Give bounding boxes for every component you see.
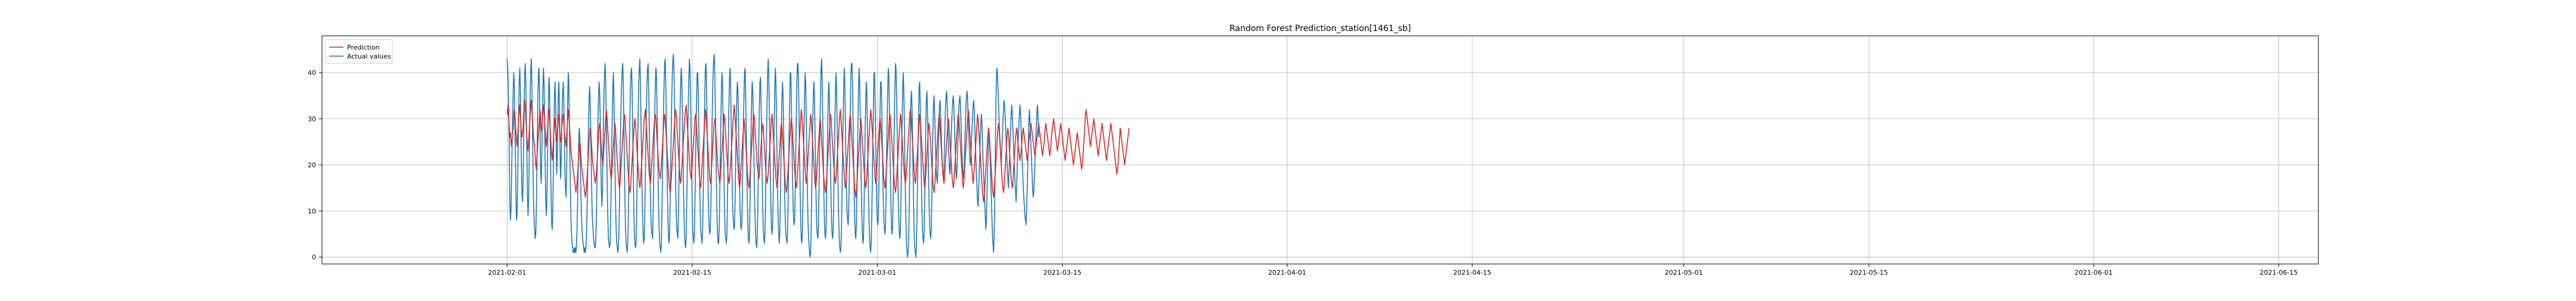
y-tick-label: 0 — [312, 253, 316, 261]
axes: 2021-02-01 2021-02-15 2021-03-01 2021-03-15… — [308, 69, 2298, 277]
legend-label: Actual values — [347, 53, 391, 60]
x-tick-label: 2021-06-01 — [2075, 269, 2113, 277]
x-tick-label: 2021-03-01 — [858, 269, 896, 277]
legend-label: Prediction — [347, 44, 380, 51]
x-tick-label: 2021-05-15 — [1850, 269, 1888, 277]
y-tick-label: 30 — [308, 115, 316, 123]
x-tick-label: 2021-04-01 — [1268, 269, 1306, 277]
x-tick-label: 2021-02-15 — [673, 269, 711, 277]
legend: Prediction Actual values — [325, 39, 393, 64]
x-tick-label: 2021-02-01 — [488, 269, 526, 277]
y-tick-label: 10 — [308, 207, 316, 215]
legend-box — [325, 39, 393, 64]
grid — [322, 36, 2318, 264]
chart-title: Random Forest Prediction_station[1461_sb… — [1230, 24, 1411, 33]
y-tick-label: 40 — [308, 69, 316, 77]
x-tick-label: 2021-05-01 — [1665, 269, 1703, 277]
y-tick-label: 20 — [308, 161, 316, 169]
x-tick-label: 2021-04-15 — [1453, 269, 1491, 277]
x-tick-label: 2021-06-15 — [2260, 269, 2298, 277]
series-line-actual-values — [506, 54, 1039, 258]
plot-frame — [321, 35, 2319, 265]
x-tick-label: 2021-03-15 — [1044, 269, 1082, 277]
series-line-prediction — [506, 100, 1130, 202]
plot-area — [322, 36, 2318, 264]
series-layer — [506, 54, 1130, 258]
